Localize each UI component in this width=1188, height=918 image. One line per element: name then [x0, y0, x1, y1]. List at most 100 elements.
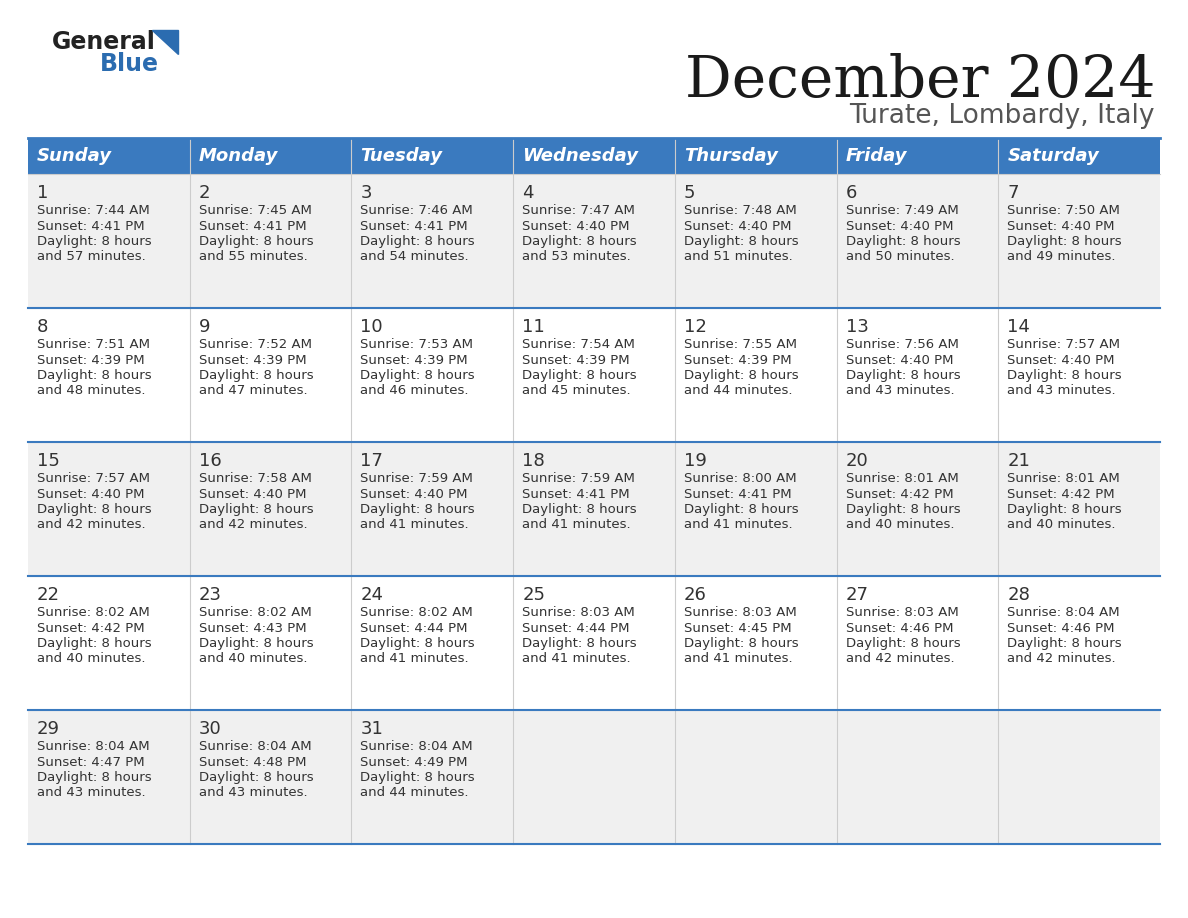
- Text: Sunset: 4:41 PM: Sunset: 4:41 PM: [37, 219, 145, 232]
- Text: and 42 minutes.: and 42 minutes.: [1007, 653, 1116, 666]
- Text: 4: 4: [523, 184, 533, 202]
- Text: Sunrise: 7:47 AM: Sunrise: 7:47 AM: [523, 204, 636, 217]
- Bar: [29, 174, 1159, 308]
- Text: Daylight: 8 hours: Daylight: 8 hours: [1007, 369, 1121, 382]
- Text: and 42 minutes.: and 42 minutes.: [198, 519, 308, 532]
- Text: 9: 9: [198, 318, 210, 336]
- Text: 28: 28: [1007, 586, 1030, 604]
- Bar: [513, 138, 675, 174]
- Text: Sunset: 4:41 PM: Sunset: 4:41 PM: [523, 487, 630, 500]
- Text: 29: 29: [37, 720, 61, 738]
- Text: Sunset: 4:40 PM: Sunset: 4:40 PM: [684, 219, 791, 232]
- Text: 13: 13: [846, 318, 868, 336]
- Text: and 41 minutes.: and 41 minutes.: [360, 519, 469, 532]
- Text: Daylight: 8 hours: Daylight: 8 hours: [684, 369, 798, 382]
- Text: Daylight: 8 hours: Daylight: 8 hours: [198, 503, 314, 516]
- Text: and 41 minutes.: and 41 minutes.: [684, 519, 792, 532]
- Bar: [836, 138, 998, 174]
- Text: Daylight: 8 hours: Daylight: 8 hours: [523, 235, 637, 248]
- Text: 26: 26: [684, 586, 707, 604]
- Text: 3: 3: [360, 184, 372, 202]
- Text: Daylight: 8 hours: Daylight: 8 hours: [1007, 637, 1121, 650]
- Text: Sunrise: 8:00 AM: Sunrise: 8:00 AM: [684, 472, 796, 485]
- Text: 1: 1: [37, 184, 49, 202]
- Text: and 43 minutes.: and 43 minutes.: [1007, 385, 1116, 397]
- Text: 21: 21: [1007, 452, 1030, 470]
- Text: Sunrise: 8:03 AM: Sunrise: 8:03 AM: [846, 606, 959, 619]
- Text: Sunset: 4:39 PM: Sunset: 4:39 PM: [684, 353, 791, 366]
- Text: Sunset: 4:39 PM: Sunset: 4:39 PM: [37, 353, 145, 366]
- Text: Sunrise: 8:02 AM: Sunrise: 8:02 AM: [37, 606, 150, 619]
- Text: Sunset: 4:46 PM: Sunset: 4:46 PM: [1007, 621, 1114, 634]
- Text: Daylight: 8 hours: Daylight: 8 hours: [360, 235, 475, 248]
- Text: Sunrise: 7:59 AM: Sunrise: 7:59 AM: [360, 472, 473, 485]
- Text: Sunrise: 7:48 AM: Sunrise: 7:48 AM: [684, 204, 797, 217]
- Text: 24: 24: [360, 586, 384, 604]
- Text: Monday: Monday: [198, 147, 278, 165]
- Text: Tuesday: Tuesday: [360, 147, 442, 165]
- Text: Sunset: 4:48 PM: Sunset: 4:48 PM: [198, 756, 307, 768]
- Text: Sunset: 4:42 PM: Sunset: 4:42 PM: [1007, 487, 1114, 500]
- Bar: [675, 138, 836, 174]
- Text: and 42 minutes.: and 42 minutes.: [846, 653, 954, 666]
- Text: Sunrise: 7:50 AM: Sunrise: 7:50 AM: [1007, 204, 1120, 217]
- Text: Sunset: 4:41 PM: Sunset: 4:41 PM: [198, 219, 307, 232]
- Text: Sunrise: 8:02 AM: Sunrise: 8:02 AM: [360, 606, 473, 619]
- Text: and 41 minutes.: and 41 minutes.: [684, 653, 792, 666]
- Bar: [29, 138, 190, 174]
- Text: and 40 minutes.: and 40 minutes.: [1007, 519, 1116, 532]
- Text: Sunset: 4:40 PM: Sunset: 4:40 PM: [846, 353, 953, 366]
- Bar: [998, 138, 1159, 174]
- Text: Friday: Friday: [846, 147, 908, 165]
- Text: and 41 minutes.: and 41 minutes.: [523, 653, 631, 666]
- Text: Daylight: 8 hours: Daylight: 8 hours: [37, 503, 152, 516]
- Text: Sunrise: 7:52 AM: Sunrise: 7:52 AM: [198, 338, 311, 351]
- Text: and 47 minutes.: and 47 minutes.: [198, 385, 308, 397]
- Text: Sunrise: 8:04 AM: Sunrise: 8:04 AM: [37, 740, 150, 753]
- Text: 25: 25: [523, 586, 545, 604]
- Text: Daylight: 8 hours: Daylight: 8 hours: [37, 771, 152, 784]
- Text: Daylight: 8 hours: Daylight: 8 hours: [37, 637, 152, 650]
- Text: and 40 minutes.: and 40 minutes.: [37, 653, 145, 666]
- Text: Daylight: 8 hours: Daylight: 8 hours: [846, 503, 960, 516]
- Text: Sunrise: 7:59 AM: Sunrise: 7:59 AM: [523, 472, 636, 485]
- Text: Sunrise: 7:54 AM: Sunrise: 7:54 AM: [523, 338, 636, 351]
- Text: Sunset: 4:40 PM: Sunset: 4:40 PM: [1007, 353, 1114, 366]
- Bar: [29, 442, 1159, 576]
- Text: Sunrise: 8:03 AM: Sunrise: 8:03 AM: [684, 606, 797, 619]
- Text: Sunrise: 8:04 AM: Sunrise: 8:04 AM: [198, 740, 311, 753]
- Text: Sunrise: 7:53 AM: Sunrise: 7:53 AM: [360, 338, 474, 351]
- Text: Sunrise: 8:04 AM: Sunrise: 8:04 AM: [1007, 606, 1120, 619]
- Text: and 57 minutes.: and 57 minutes.: [37, 251, 146, 263]
- Text: Sunrise: 7:57 AM: Sunrise: 7:57 AM: [1007, 338, 1120, 351]
- Text: 12: 12: [684, 318, 707, 336]
- Text: Daylight: 8 hours: Daylight: 8 hours: [198, 771, 314, 784]
- Text: Sunrise: 7:46 AM: Sunrise: 7:46 AM: [360, 204, 473, 217]
- Text: Sunrise: 8:01 AM: Sunrise: 8:01 AM: [846, 472, 959, 485]
- Text: 14: 14: [1007, 318, 1030, 336]
- Text: Sunset: 4:43 PM: Sunset: 4:43 PM: [198, 621, 307, 634]
- Text: General: General: [52, 30, 156, 54]
- Text: 27: 27: [846, 586, 868, 604]
- Text: 10: 10: [360, 318, 383, 336]
- Text: and 40 minutes.: and 40 minutes.: [198, 653, 308, 666]
- Text: Sunset: 4:44 PM: Sunset: 4:44 PM: [523, 621, 630, 634]
- Polygon shape: [152, 30, 178, 54]
- Text: Sunset: 4:41 PM: Sunset: 4:41 PM: [360, 219, 468, 232]
- Text: Sunset: 4:39 PM: Sunset: 4:39 PM: [523, 353, 630, 366]
- Text: and 51 minutes.: and 51 minutes.: [684, 251, 792, 263]
- Text: 30: 30: [198, 720, 221, 738]
- Text: and 44 minutes.: and 44 minutes.: [360, 787, 469, 800]
- Text: and 40 minutes.: and 40 minutes.: [846, 519, 954, 532]
- Bar: [190, 138, 352, 174]
- Text: Daylight: 8 hours: Daylight: 8 hours: [846, 235, 960, 248]
- Text: Sunset: 4:40 PM: Sunset: 4:40 PM: [360, 487, 468, 500]
- Text: Turate, Lombardy, Italy: Turate, Lombardy, Italy: [849, 103, 1155, 129]
- Text: 5: 5: [684, 184, 695, 202]
- Bar: [29, 576, 1159, 710]
- Text: Daylight: 8 hours: Daylight: 8 hours: [846, 637, 960, 650]
- Text: and 45 minutes.: and 45 minutes.: [523, 385, 631, 397]
- Text: Daylight: 8 hours: Daylight: 8 hours: [198, 369, 314, 382]
- Text: Daylight: 8 hours: Daylight: 8 hours: [360, 369, 475, 382]
- Text: Sunrise: 8:02 AM: Sunrise: 8:02 AM: [198, 606, 311, 619]
